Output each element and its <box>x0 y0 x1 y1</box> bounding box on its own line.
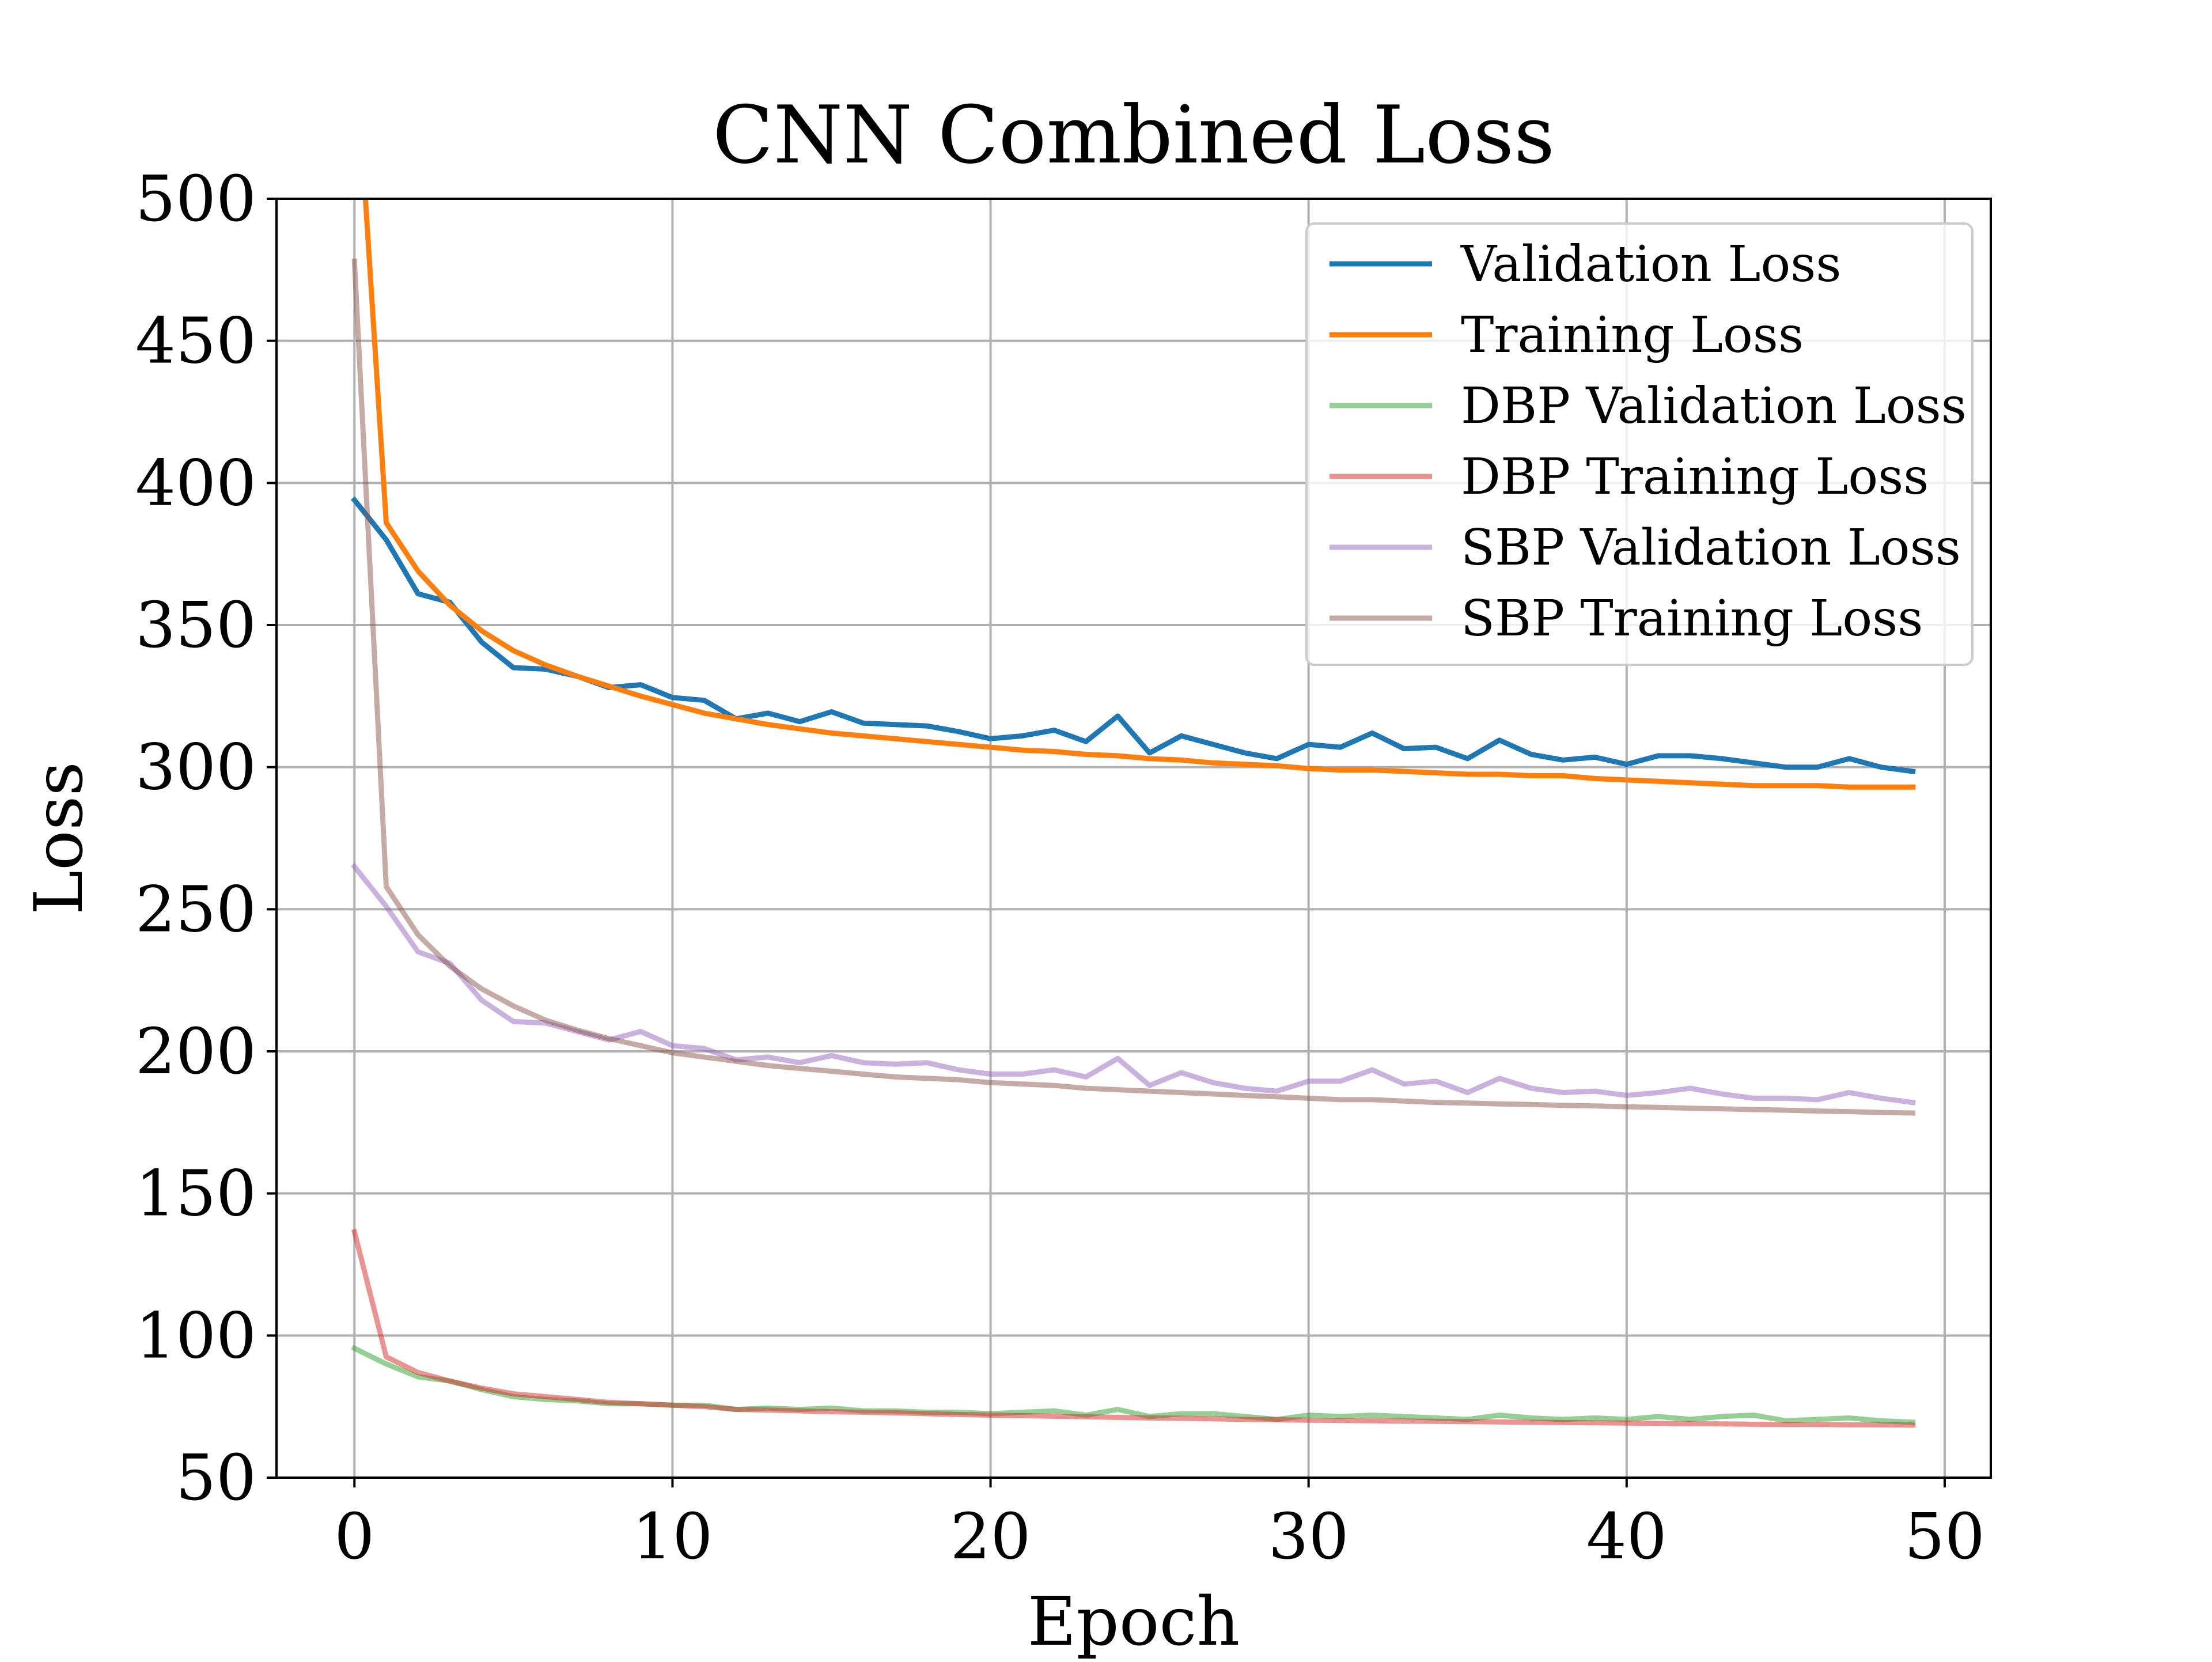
y-tick-label: 400 <box>135 446 256 520</box>
y-tick-label: 50 <box>176 1441 256 1515</box>
series-line-3 <box>351 1228 1916 1428</box>
series-layer <box>350 199 1916 1428</box>
legend-box <box>1305 222 1974 666</box>
y-tick-label: 350 <box>135 588 256 662</box>
grid-layer <box>276 198 1991 1479</box>
x-tick-label: 40 <box>1586 1500 1667 1573</box>
legend-label-1: Training Loss <box>1461 306 1804 364</box>
x-tick-label: 0 <box>334 1500 374 1573</box>
y-tick-label: 500 <box>135 162 256 236</box>
x-tick-label: 10 <box>632 1500 713 1573</box>
y-tick-label: 300 <box>135 730 256 804</box>
y-axis-label: Loss <box>20 762 98 915</box>
legend-label-3: DBP Training Loss <box>1461 448 1929 506</box>
x-tick-label: 50 <box>1904 1500 1985 1573</box>
legend: Validation Loss Training Loss DBP Validati… <box>1305 222 1974 666</box>
x-tick-label: 30 <box>1268 1500 1349 1573</box>
x-axis-label: Epoch <box>1028 1583 1240 1659</box>
legend-label-0: Validation Loss <box>1460 236 1842 293</box>
chart-title: CNN Combined Loss <box>713 89 1555 181</box>
x-tick-label: 20 <box>950 1500 1031 1573</box>
legend-label-5: SBP Training Loss <box>1461 590 1923 648</box>
y-tick-label: 200 <box>135 1014 256 1088</box>
y-tick-label: 150 <box>135 1157 256 1231</box>
legend-label-4: SBP Validation Loss <box>1461 519 1961 577</box>
plot-frame <box>275 198 1992 1479</box>
y-tick-label: 250 <box>135 872 256 946</box>
series-line-1 <box>362 199 1916 790</box>
tick-layer: 0 10 20 30 40 50 50 100 150 200 250 300 350 400 450 500 <box>135 162 1985 1573</box>
series-line-5 <box>351 258 1916 1116</box>
y-tick-label: 450 <box>135 304 256 378</box>
legend-label-2: DBP Validation Loss <box>1461 377 1967 435</box>
y-tick-label: 100 <box>135 1298 256 1372</box>
